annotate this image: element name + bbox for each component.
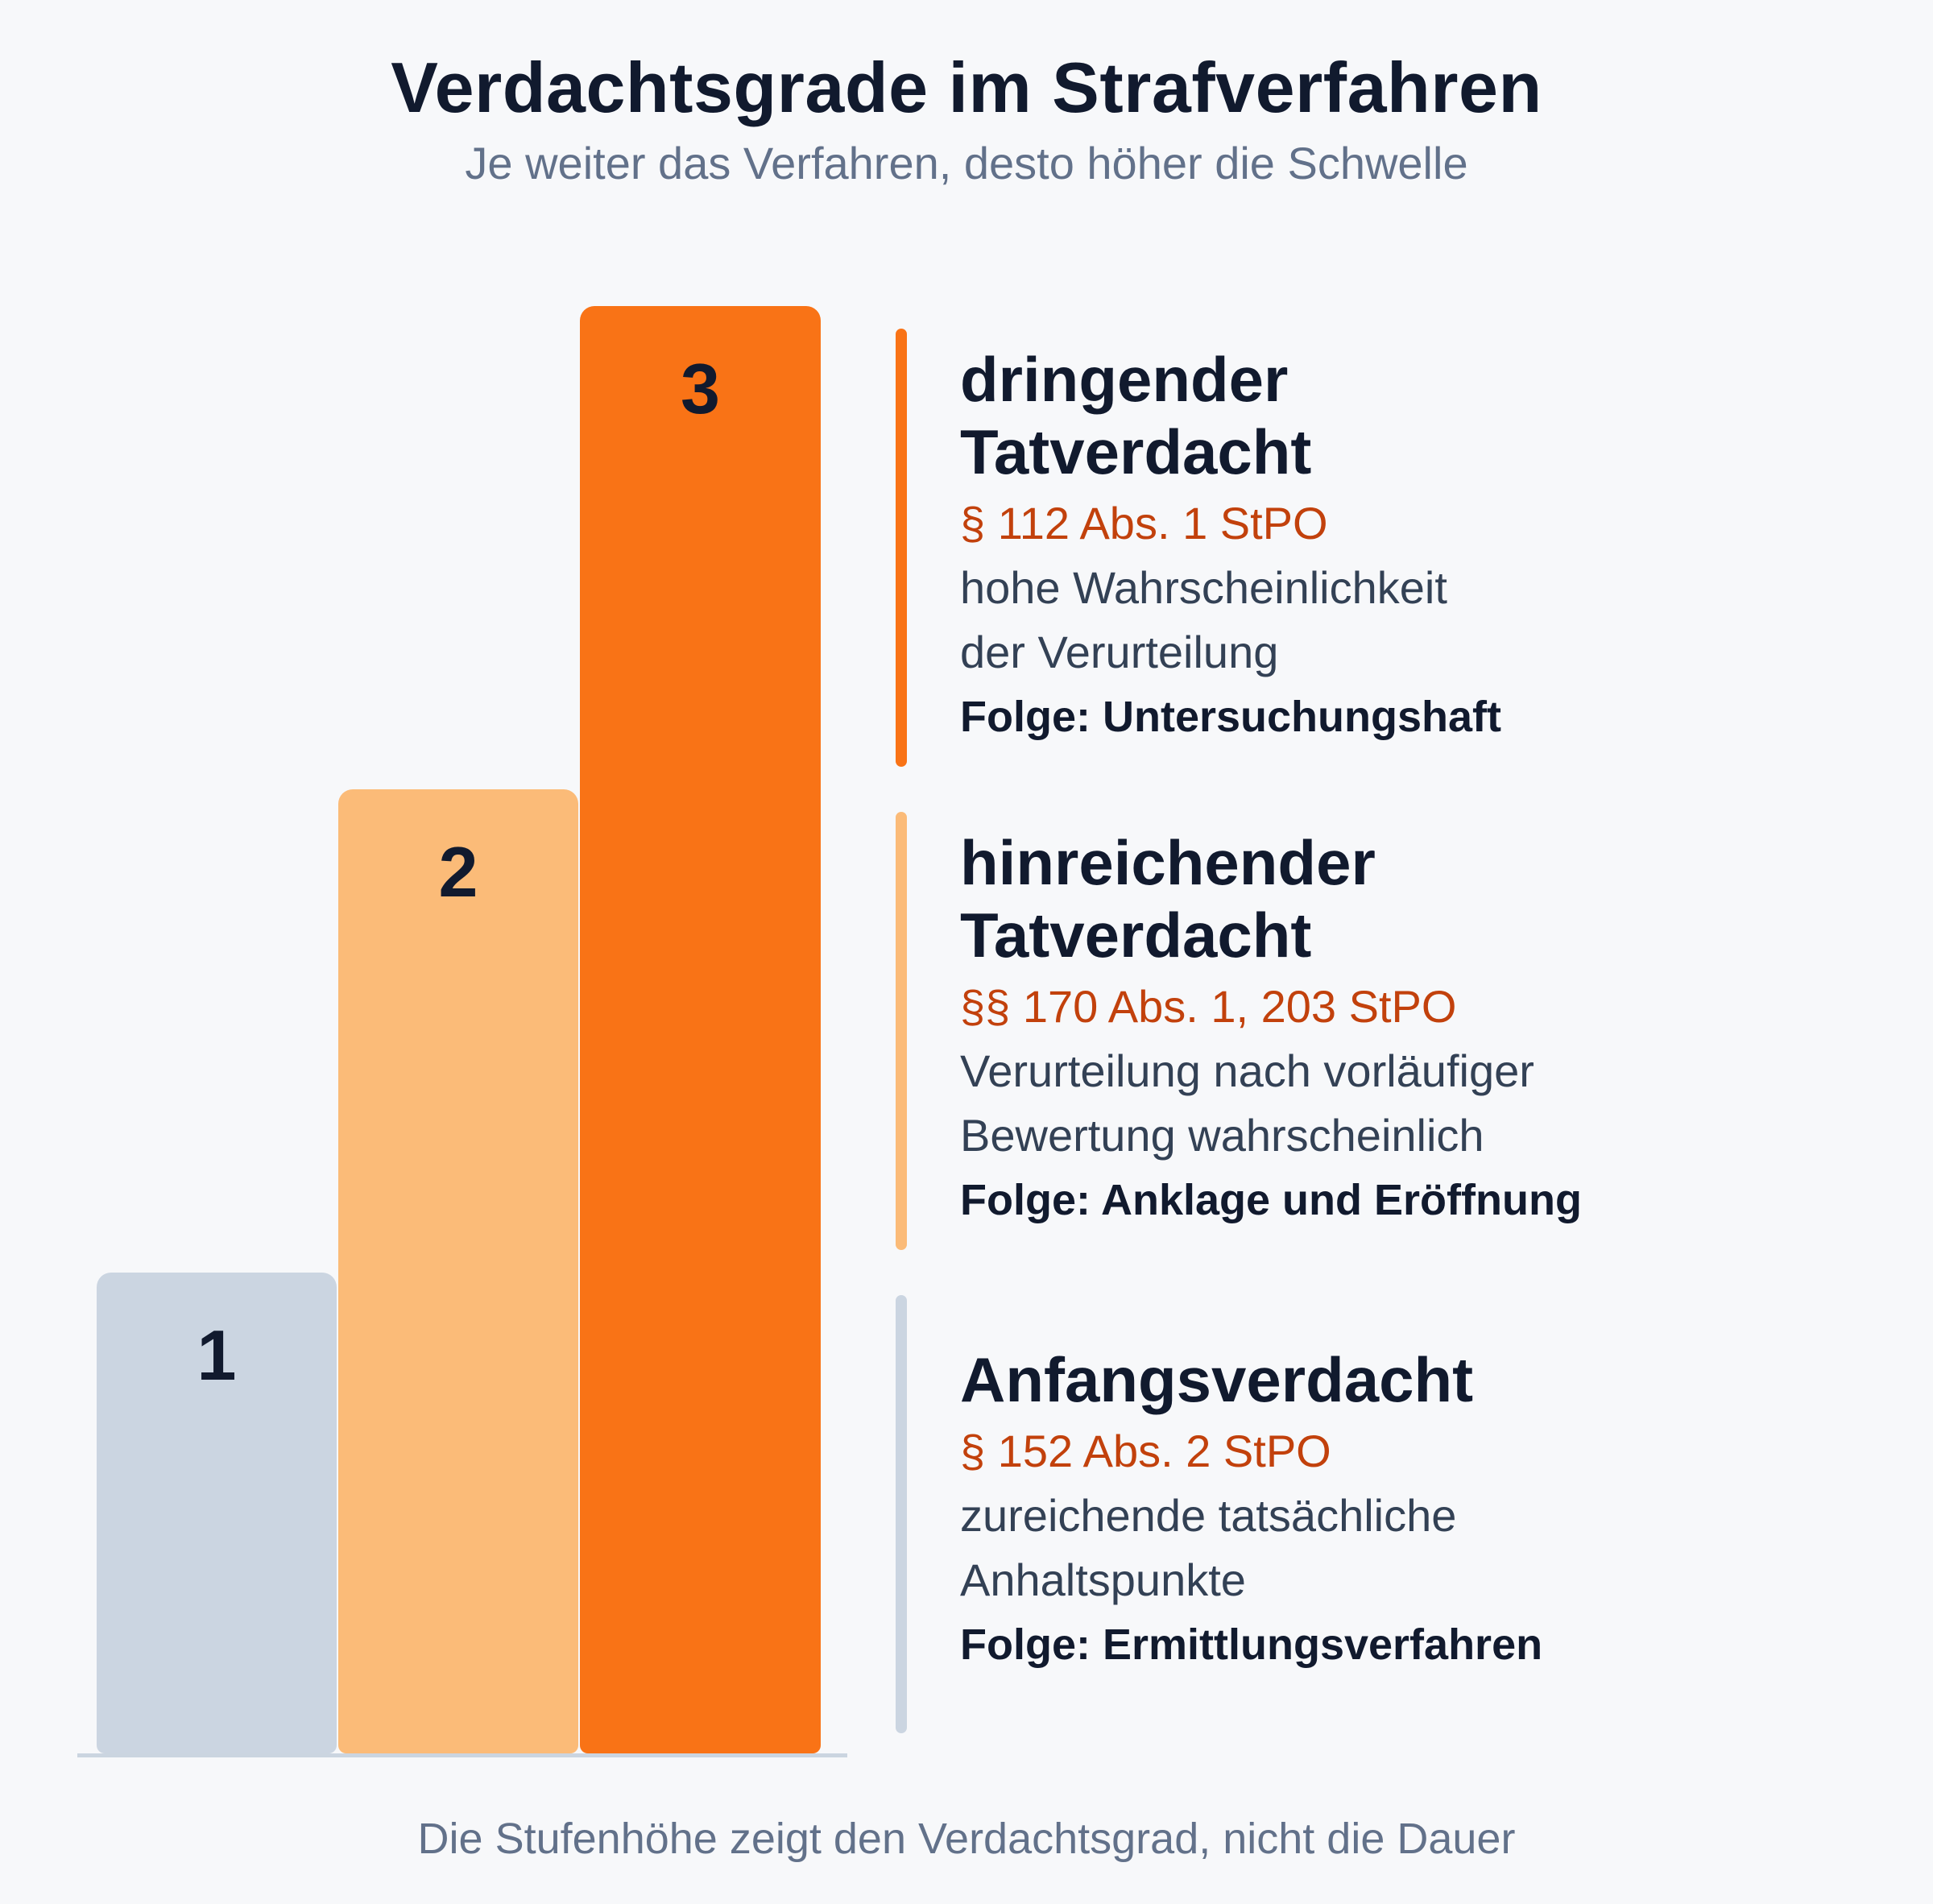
level-description: der Verurteilung [960, 627, 1279, 677]
step-bar-1: 1 [97, 1273, 337, 1753]
level-title: Anfangsverdacht [960, 1344, 1474, 1415]
level-description: Verurteilung nach vorläufiger [960, 1045, 1534, 1096]
page-title: Verdachtsgrade im Strafverfahren [391, 48, 1542, 127]
level-description: hohe Wahrscheinlichkeit [960, 562, 1447, 613]
level-consequence: Folge: Anklage und Eröffnung [960, 1176, 1582, 1224]
level-title: dringender [960, 344, 1289, 415]
level-consequence: Folge: Ermittlungsverfahren [960, 1620, 1543, 1669]
legal-reference: § 152 Abs. 2 StPO [960, 1426, 1331, 1476]
level-hinreichend: hinreichender Tatverdacht §§ 170 Abs. 1,… [960, 826, 1910, 1232]
level-consequence: Folge: Untersuchungshaft [960, 693, 1501, 741]
accent-line-dringend [896, 329, 907, 767]
level-description: Anhaltspunkte [960, 1554, 1246, 1605]
baseline [77, 1753, 847, 1757]
level-dringend: dringender Tatverdacht § 112 Abs. 1 StPO… [960, 343, 1910, 749]
step-bar-3: 3 [580, 306, 821, 1753]
page-subtitle: Je weiter das Verfahren, desto höher die… [465, 138, 1468, 188]
step-number-3: 3 [681, 349, 720, 428]
accent-line-anfangsverdacht [896, 1295, 907, 1733]
level-title: Tatverdacht [960, 416, 1312, 487]
level-title: Tatverdacht [960, 900, 1312, 971]
legal-reference: §§ 170 Abs. 1, 203 StPO [960, 981, 1457, 1032]
level-description: Bewertung wahrscheinlich [960, 1110, 1484, 1161]
step-bar-2: 2 [338, 789, 578, 1753]
footer-note: Die Stufenhöhe zeigt den Verdachtsgrad, … [417, 1815, 1516, 1863]
legal-reference: § 112 Abs. 1 StPO [960, 498, 1328, 548]
step-number-1: 1 [197, 1315, 237, 1395]
step-number-2: 2 [438, 832, 478, 912]
level-description: zureichende tatsächliche [960, 1490, 1457, 1541]
level-anfangsverdacht: Anfangsverdacht § 152 Abs. 2 StPO zureic… [960, 1343, 1910, 1677]
level-title: hinreichender [960, 827, 1376, 898]
accent-line-hinreichend [896, 812, 907, 1250]
